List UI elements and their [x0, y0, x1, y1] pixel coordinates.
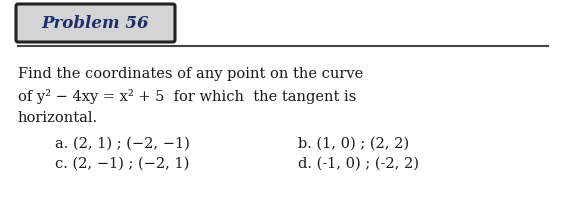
Text: horizontal.: horizontal. [18, 111, 98, 125]
Text: a. (2, 1) ; (−2, −1): a. (2, 1) ; (−2, −1) [55, 137, 190, 151]
Text: c. (2, −1) ; (−2, 1): c. (2, −1) ; (−2, 1) [55, 157, 190, 171]
Text: d. (-1, 0) ; (-2, 2): d. (-1, 0) ; (-2, 2) [298, 157, 419, 171]
FancyBboxPatch shape [16, 4, 175, 42]
Text: b. (1, 0) ; (2, 2): b. (1, 0) ; (2, 2) [298, 137, 409, 151]
Text: Problem 56: Problem 56 [42, 15, 149, 33]
Text: Find the coordinates of any point on the curve: Find the coordinates of any point on the… [18, 67, 363, 81]
Text: of y² − 4xy = x² + 5  for which  the tangent is: of y² − 4xy = x² + 5 for which the tange… [18, 89, 357, 104]
